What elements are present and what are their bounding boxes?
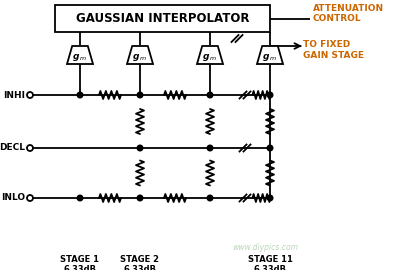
Text: STAGE 11
6.33dB: STAGE 11 6.33dB (247, 255, 292, 270)
Text: www.diypics.com: www.diypics.com (231, 244, 297, 252)
Text: INHI: INHI (3, 90, 25, 100)
Circle shape (207, 145, 212, 151)
Text: DECL: DECL (0, 143, 25, 153)
Circle shape (77, 92, 83, 98)
Circle shape (267, 145, 272, 151)
Text: m: m (80, 56, 86, 60)
Text: m: m (139, 56, 146, 60)
Circle shape (77, 195, 83, 201)
Polygon shape (256, 46, 282, 64)
Polygon shape (196, 46, 222, 64)
Text: TO FIXED
GAIN STAGE: TO FIXED GAIN STAGE (302, 40, 363, 60)
Text: INLO: INLO (1, 194, 25, 202)
Text: ATTENUATION
CONTROL: ATTENUATION CONTROL (312, 4, 383, 23)
Circle shape (207, 92, 212, 98)
Circle shape (207, 195, 212, 201)
Circle shape (267, 195, 272, 201)
Text: g: g (72, 52, 79, 60)
Bar (55, 5, 270, 32)
Circle shape (137, 195, 142, 201)
Text: STAGE 1
6.33dB: STAGE 1 6.33dB (61, 255, 99, 270)
Text: m: m (209, 56, 216, 60)
Text: STAGE 2
6.33dB: STAGE 2 6.33dB (120, 255, 159, 270)
Polygon shape (127, 46, 153, 64)
Polygon shape (67, 46, 93, 64)
Text: g: g (132, 52, 139, 60)
Circle shape (137, 145, 142, 151)
Text: m: m (269, 56, 275, 60)
Circle shape (137, 92, 142, 98)
Text: g: g (202, 52, 209, 60)
Text: g: g (262, 52, 268, 60)
Circle shape (267, 92, 272, 98)
Text: GAUSSIAN INTERPOLATOR: GAUSSIAN INTERPOLATOR (76, 12, 249, 25)
